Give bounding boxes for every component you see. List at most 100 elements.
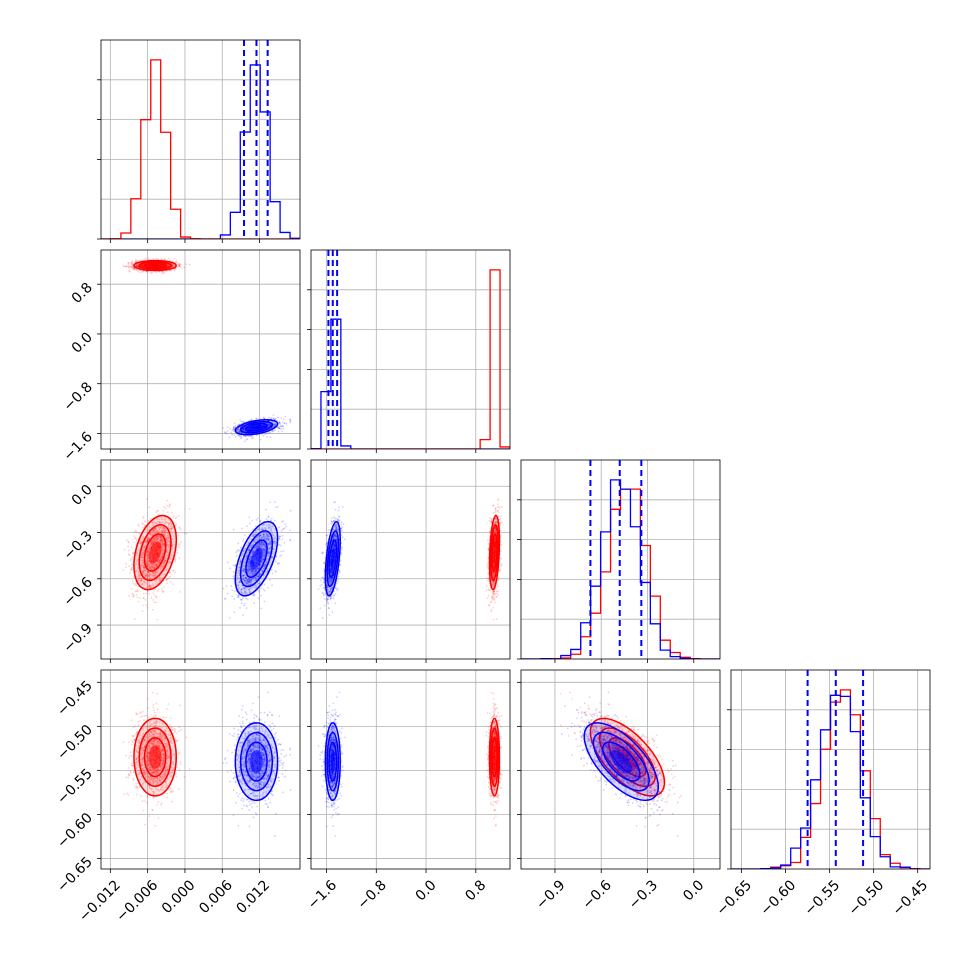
scatter-point: [150, 565, 153, 568]
scatter-point: [263, 589, 266, 592]
scatter-point: [153, 521, 155, 524]
scatter-point: [246, 438, 249, 440]
scatter-point: [164, 530, 166, 533]
scatter-point: [168, 269, 171, 272]
panel-0-0: [97, 39, 301, 243]
scatter-point: [162, 264, 164, 267]
scatter-point: [149, 586, 152, 589]
scatter-point: [243, 427, 246, 430]
scatter-point: [159, 536, 162, 539]
scatter-point: [134, 261, 137, 264]
scatter-point: [152, 592, 155, 595]
scatter-point: [128, 265, 130, 268]
scatter-point: [242, 428, 245, 431]
scatter-point: [155, 571, 158, 573]
scatter-point: [173, 535, 175, 537]
scatter-point: [171, 544, 174, 547]
scatter-point: [131, 566, 133, 569]
scatter-point: [240, 599, 243, 601]
scatter-point: [279, 535, 282, 538]
scatter-point: [158, 561, 161, 564]
scatter-point: [174, 557, 177, 559]
scatter-point: [265, 508, 267, 511]
scatter-point: [168, 257, 170, 260]
scatter-point: [168, 522, 171, 525]
scatter-point: [145, 573, 148, 576]
scatter-point: [275, 417, 277, 420]
scatter-point: [232, 427, 235, 430]
scatter-point: [168, 571, 171, 574]
scatter-point: [168, 576, 171, 579]
scatter-point: [140, 583, 143, 585]
scatter-point: [248, 427, 251, 430]
scatter-point: [150, 541, 153, 544]
scatter-point: [228, 436, 231, 439]
scatter-point: [157, 258, 160, 261]
scatter-point: [163, 527, 166, 529]
scatter-point: [155, 595, 158, 598]
scatter-point: [280, 425, 282, 428]
scatter-point: [137, 259, 140, 262]
scatter-point: [124, 265, 127, 268]
scatter-point: [135, 265, 138, 267]
scatter-point: [257, 589, 260, 592]
scatter-point: [262, 424, 265, 427]
scatter-point: [141, 265, 144, 268]
scatter-point: [176, 551, 179, 554]
scatter-point: [277, 426, 279, 429]
scatter-point: [135, 268, 138, 271]
scatter-point: [247, 428, 249, 430]
scatter-point: [166, 264, 169, 267]
scatter-point: [165, 538, 168, 541]
scatter-point: [248, 428, 250, 431]
scatter-point: [171, 264, 174, 267]
scatter-point: [158, 534, 161, 537]
scatter-point: [131, 261, 133, 264]
scatter-point: [174, 558, 177, 561]
scatter-point: [248, 427, 251, 430]
scatter-point: [270, 417, 273, 419]
scatter-point: [144, 569, 147, 572]
scatter-point: [248, 427, 251, 430]
scatter-point: [145, 604, 148, 607]
scatter-point: [144, 599, 147, 601]
scatter-point: [179, 265, 181, 268]
scatter-point: [269, 423, 271, 426]
scatter-point: [141, 571, 144, 574]
scatter-point: [131, 592, 134, 595]
scatter-point: [127, 266, 130, 269]
scatter-point: [164, 522, 166, 525]
scatter-point: [152, 538, 155, 541]
scatter-point: [171, 526, 174, 529]
scatter-point: [156, 563, 159, 566]
scatter-point: [153, 571, 155, 574]
scatter-point: [136, 265, 139, 268]
scatter-point: [271, 420, 274, 423]
scatter-point: [170, 269, 173, 272]
scatter-point: [242, 421, 245, 424]
scatter-point: [248, 427, 251, 430]
scatter-point: [138, 533, 141, 535]
panel-plot-area: [311, 250, 510, 449]
contour-1: [234, 419, 279, 436]
scatter-point: [141, 559, 143, 562]
scatter-point: [268, 423, 270, 426]
scatter-point: [163, 543, 166, 546]
scatter-point: [149, 541, 152, 544]
scatter-point: [135, 265, 138, 268]
scatter-point: [133, 618, 136, 621]
scatter-point: [259, 520, 261, 523]
panel-plot-area: [101, 460, 300, 659]
scatter-point: [226, 430, 229, 433]
scatter-point: [153, 539, 156, 542]
scatter-point: [151, 583, 154, 586]
scatter-point: [160, 535, 162, 538]
scatter-point: [124, 566, 127, 569]
scatter-point: [161, 530, 164, 533]
scatter-point: [164, 559, 167, 562]
scatter-point: [154, 538, 157, 541]
scatter-point: [140, 579, 142, 582]
scatter-point: [274, 423, 277, 426]
scatter-point: [154, 566, 156, 569]
scatter-point: [158, 561, 161, 564]
